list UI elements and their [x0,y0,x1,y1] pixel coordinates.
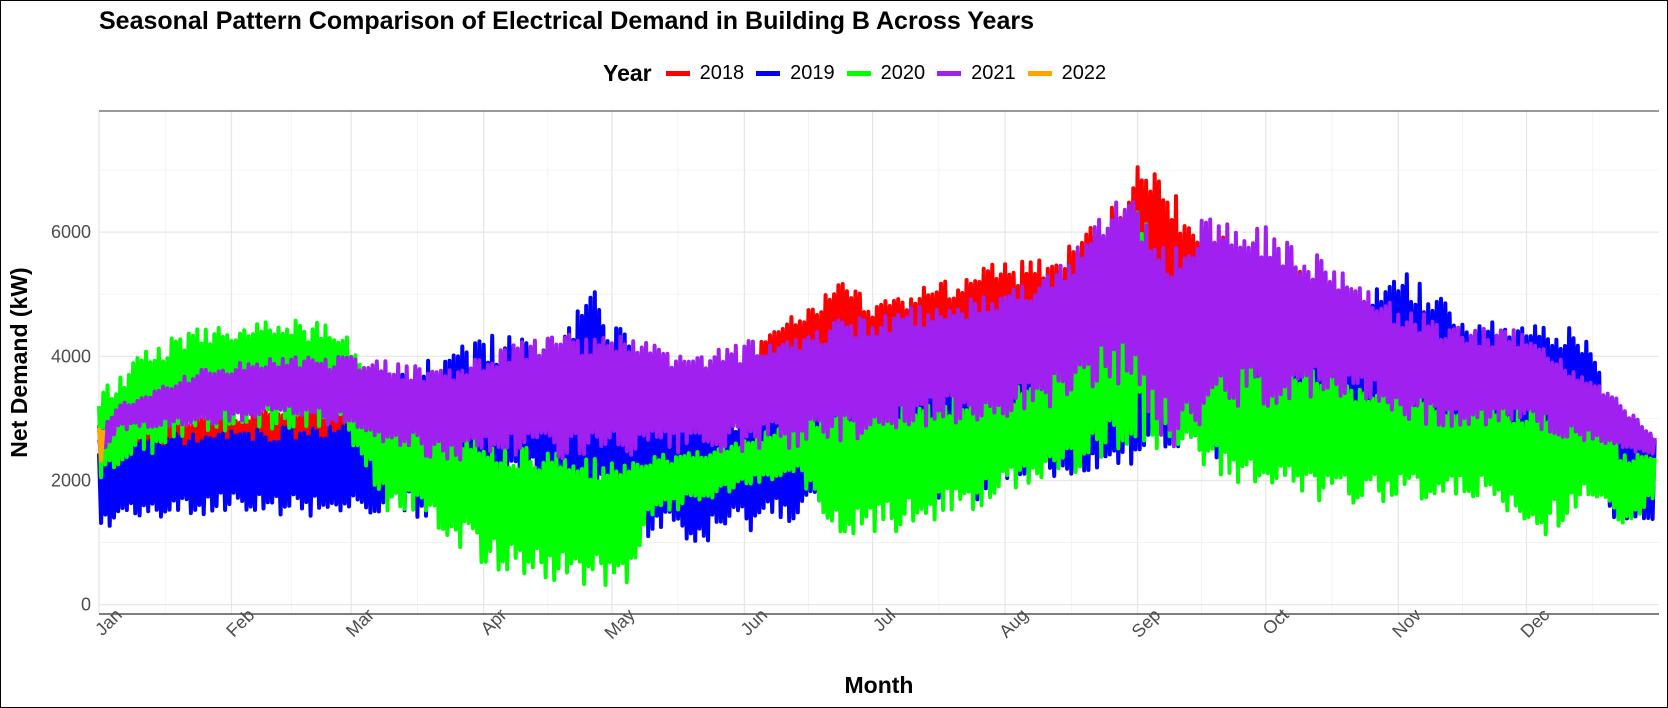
series-lines [97,165,1657,587]
legend-label-2020: 2020 [880,61,926,84]
legend-item-2022[interactable]: 2022 [1027,61,1107,85]
legend-key-2018 [665,70,690,76]
y-tick-label: 2000 [51,470,91,490]
series-line-2022 [97,427,106,463]
x-tick-label: Jul [869,605,899,635]
legend-item-2021[interactable]: 2021 [937,62,1016,85]
legend: Year 2018 2019 2020 2021 2022 [603,58,1118,88]
legend-item-2018[interactable]: 2018 [665,61,745,85]
legend-label-2022: 2022 [1061,61,1107,84]
y-tick-label: 4000 [51,346,91,366]
legend-label-2021: 2021 [971,61,1016,84]
chart-title: Seasonal Pattern Comparison of Electrica… [99,7,1034,35]
legend-label-2019: 2019 [790,61,835,84]
x-tick-label: Sep [1128,605,1165,642]
legend-key-2022 [1027,70,1052,76]
x-tick-label: Nov [1388,605,1425,642]
x-tick-label: Jan [91,605,126,640]
x-tick-label: Mar [342,605,378,641]
legend-key-2021 [937,70,962,76]
legend-item-2019[interactable]: 2019 [756,62,835,85]
x-tick-label: May [601,605,639,643]
legend-key-2020 [846,70,871,76]
y-tick-label: 0 [81,595,91,615]
legend-key-2019 [756,70,781,76]
x-tick-label: Apr [477,605,511,639]
x-tick-label: Aug [995,605,1032,642]
legend-label-2018: 2018 [699,61,745,84]
legend-title: Year [603,59,652,86]
series-line-2021 [97,200,1657,462]
x-axis-title: Month [845,672,914,698]
y-axis-title: Net Demand (kW) [6,267,32,457]
x-tick-label: Oct [1259,605,1293,639]
x-tick-label: Feb [222,605,258,641]
y-tick-label: 6000 [51,222,91,242]
x-tick-label: Dec [1517,605,1554,642]
x-tick-label: Jun [737,605,772,640]
legend-item-2020[interactable]: 2020 [846,61,926,85]
